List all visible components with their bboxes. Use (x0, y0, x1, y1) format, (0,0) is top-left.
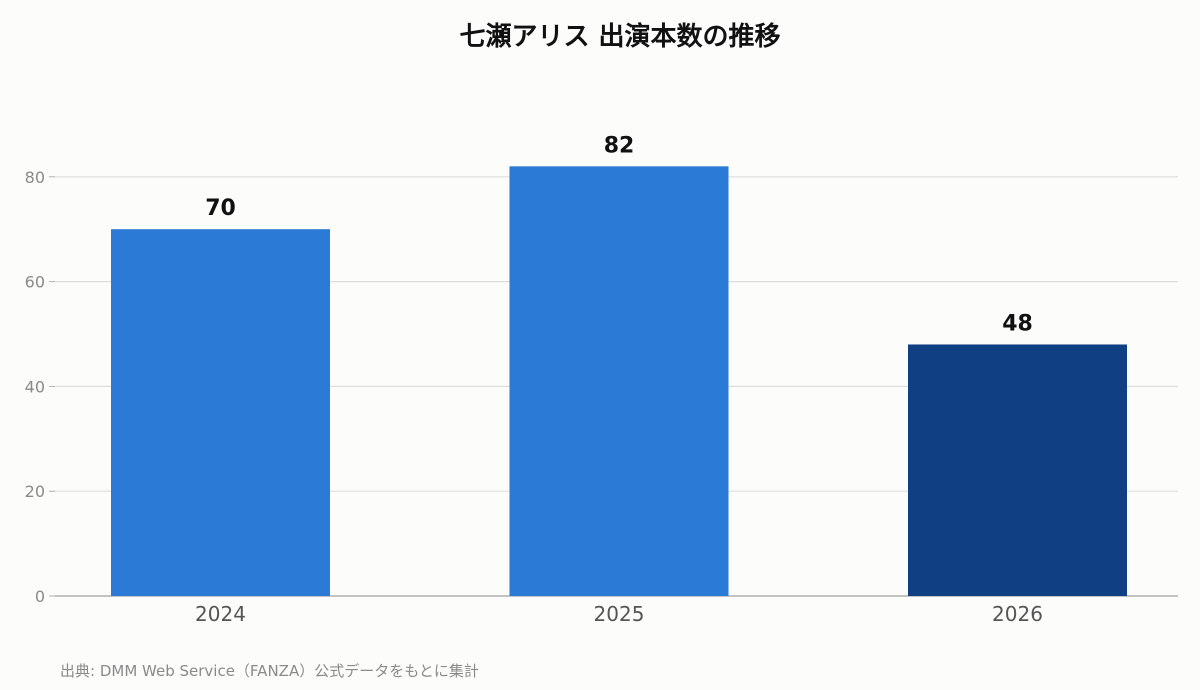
source-note: 出典: DMM Web Service（FANZA）公式データをもとに集計 (60, 662, 479, 680)
y-tick-label: 80 (25, 168, 45, 187)
y-tick-label: 20 (25, 482, 45, 501)
data-label-2025: 82 (604, 133, 635, 158)
data-label-2026: 48 (1002, 311, 1033, 336)
data-labels: 70 82 48 (205, 133, 1033, 336)
y-tick-label: 40 (25, 377, 45, 396)
bar-2026 (908, 344, 1127, 596)
x-tick-label-2026: 2026 (992, 602, 1043, 626)
bar-2025 (509, 166, 729, 596)
y-tick-label: 60 (25, 273, 45, 292)
chart-title: 七瀬アリス 出演本数の推移 (459, 21, 780, 52)
data-label-2024: 70 (205, 196, 236, 221)
y-axis: 0 20 40 60 80 (25, 168, 55, 606)
x-axis: 2024 2025 2026 (195, 602, 1043, 626)
y-tick-label: 0 (35, 587, 45, 606)
x-tick-label-2024: 2024 (195, 602, 246, 626)
bars (111, 166, 1127, 596)
bar-2024 (111, 229, 330, 596)
x-tick-label-2025: 2025 (594, 602, 645, 626)
